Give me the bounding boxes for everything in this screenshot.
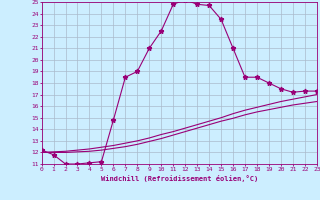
X-axis label: Windchill (Refroidissement éolien,°C): Windchill (Refroidissement éolien,°C) <box>100 175 258 182</box>
